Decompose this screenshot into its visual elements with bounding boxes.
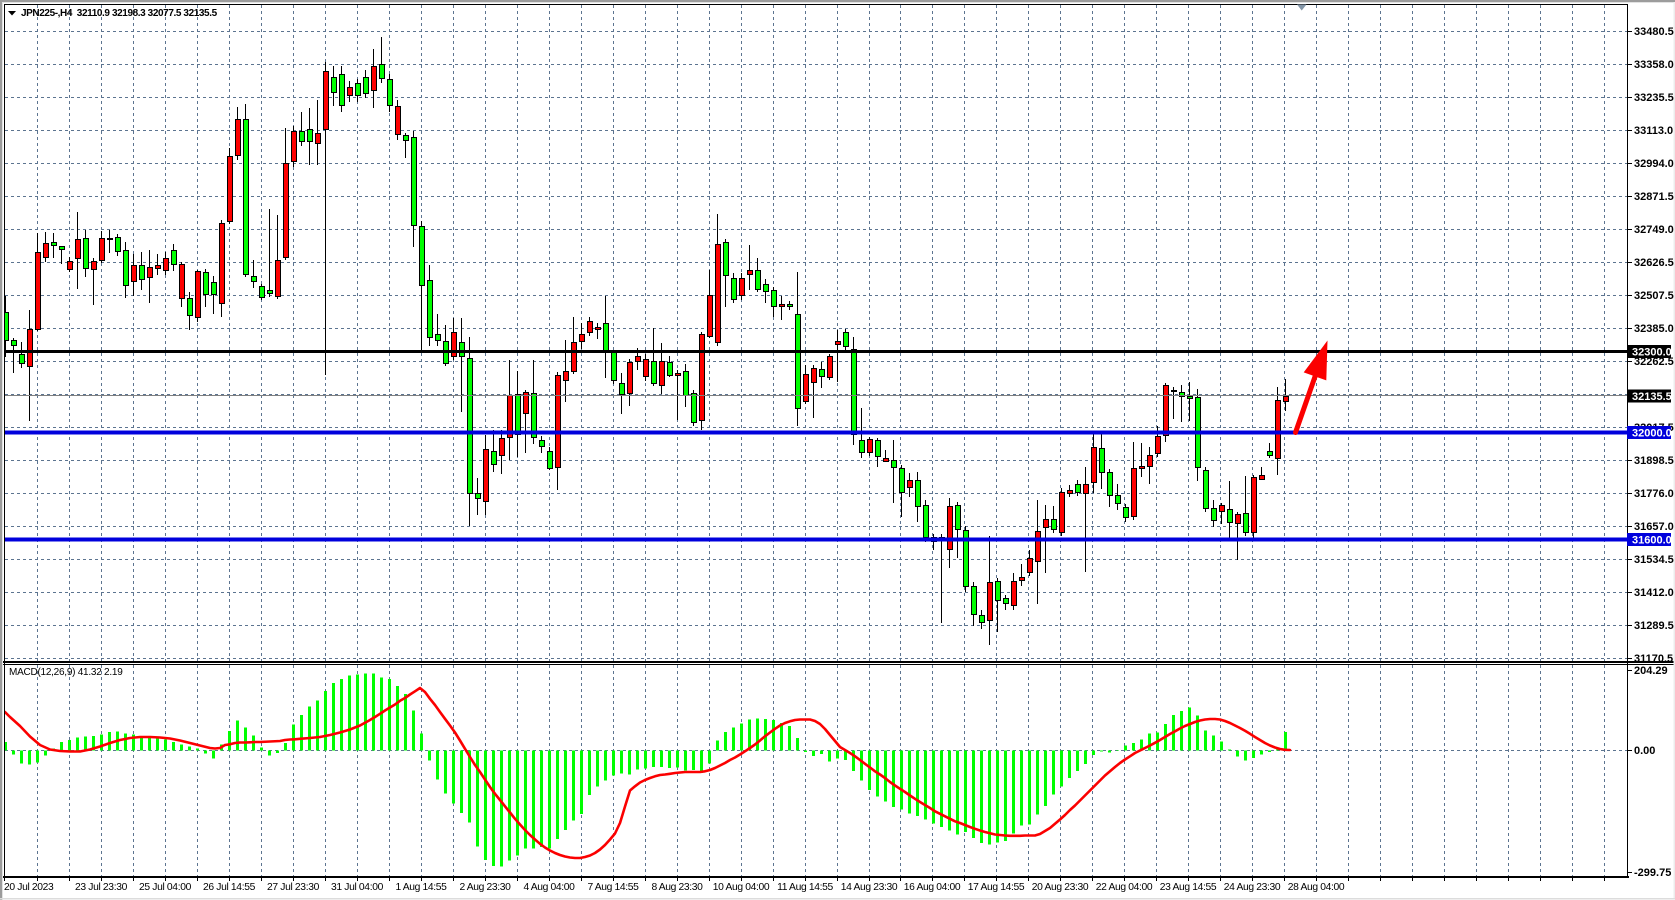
svg-text:24 Aug 23:30: 24 Aug 23:30 <box>1224 882 1281 893</box>
svg-text:33358.0: 33358.0 <box>1634 59 1674 71</box>
svg-text:31776.0: 31776.0 <box>1634 488 1674 500</box>
svg-text:31289.5: 31289.5 <box>1634 620 1674 632</box>
svg-text:32385.0: 32385.0 <box>1634 323 1674 335</box>
svg-text:32000.0: 32000.0 <box>1632 428 1672 440</box>
svg-text:32507.5: 32507.5 <box>1634 290 1674 302</box>
svg-text:26 Jul 14:55: 26 Jul 14:55 <box>203 882 256 893</box>
svg-text:32994.0: 32994.0 <box>1634 158 1674 170</box>
svg-text:33235.5: 33235.5 <box>1634 92 1674 104</box>
svg-text:32300.0: 32300.0 <box>1632 347 1672 359</box>
svg-text:32135.5: 32135.5 <box>1632 391 1672 403</box>
svg-text:20 Jul 2023: 20 Jul 2023 <box>4 882 54 893</box>
svg-text:MACD(12,26,9) 41.32 2.19: MACD(12,26,9) 41.32 2.19 <box>9 667 123 678</box>
svg-text:16 Aug 04:00: 16 Aug 04:00 <box>904 882 961 893</box>
svg-text:31 Jul 04:00: 31 Jul 04:00 <box>331 882 384 893</box>
svg-text:23 Aug 14:55: 23 Aug 14:55 <box>1160 882 1217 893</box>
svg-text:204.29: 204.29 <box>1634 665 1668 677</box>
svg-text:JPN225-,H4 32110.9 32198.3 32: JPN225-,H4 32110.9 32198.3 32077.5 32135… <box>21 8 218 19</box>
svg-text:22 Aug 04:00: 22 Aug 04:00 <box>1096 882 1153 893</box>
svg-text:11 Aug 14:55: 11 Aug 14:55 <box>777 882 833 893</box>
svg-text:33113.0: 33113.0 <box>1634 125 1673 137</box>
svg-text:32262.5: 32262.5 <box>1634 356 1674 368</box>
svg-text:23 Jul 23:30: 23 Jul 23:30 <box>75 882 128 893</box>
svg-text:31170.5: 31170.5 <box>1634 653 1673 665</box>
svg-text:27 Jul 23:30: 27 Jul 23:30 <box>267 882 320 893</box>
svg-text:32871.5: 32871.5 <box>1634 191 1674 203</box>
svg-text:31534.5: 31534.5 <box>1634 554 1674 566</box>
svg-text:31898.5: 31898.5 <box>1634 455 1674 467</box>
svg-text:31657.0: 31657.0 <box>1634 521 1674 533</box>
svg-text:0.00: 0.00 <box>1634 745 1655 757</box>
svg-text:-299.75: -299.75 <box>1634 867 1671 879</box>
svg-text:31600.0: 31600.0 <box>1632 535 1672 547</box>
svg-text:7 Aug 14:55: 7 Aug 14:55 <box>587 882 639 893</box>
svg-text:1 Aug 14:55: 1 Aug 14:55 <box>395 882 447 893</box>
svg-text:31412.0: 31412.0 <box>1634 587 1674 599</box>
svg-text:14 Aug 23:30: 14 Aug 23:30 <box>841 882 898 893</box>
svg-text:33480.5: 33480.5 <box>1634 26 1674 38</box>
svg-text:10 Aug 04:00: 10 Aug 04:00 <box>713 882 770 893</box>
svg-text:2 Aug 23:30: 2 Aug 23:30 <box>459 882 511 893</box>
svg-text:20 Aug 23:30: 20 Aug 23:30 <box>1032 882 1089 893</box>
svg-text:25 Jul 04:00: 25 Jul 04:00 <box>139 882 192 893</box>
svg-text:32626.5: 32626.5 <box>1634 257 1674 269</box>
svg-text:17 Aug 14:55: 17 Aug 14:55 <box>968 882 1025 893</box>
svg-text:28 Aug 04:00: 28 Aug 04:00 <box>1288 882 1345 893</box>
svg-text:32749.0: 32749.0 <box>1634 224 1674 236</box>
svg-text:4 Aug 04:00: 4 Aug 04:00 <box>523 882 575 893</box>
svg-text:8 Aug 23:30: 8 Aug 23:30 <box>651 882 703 893</box>
